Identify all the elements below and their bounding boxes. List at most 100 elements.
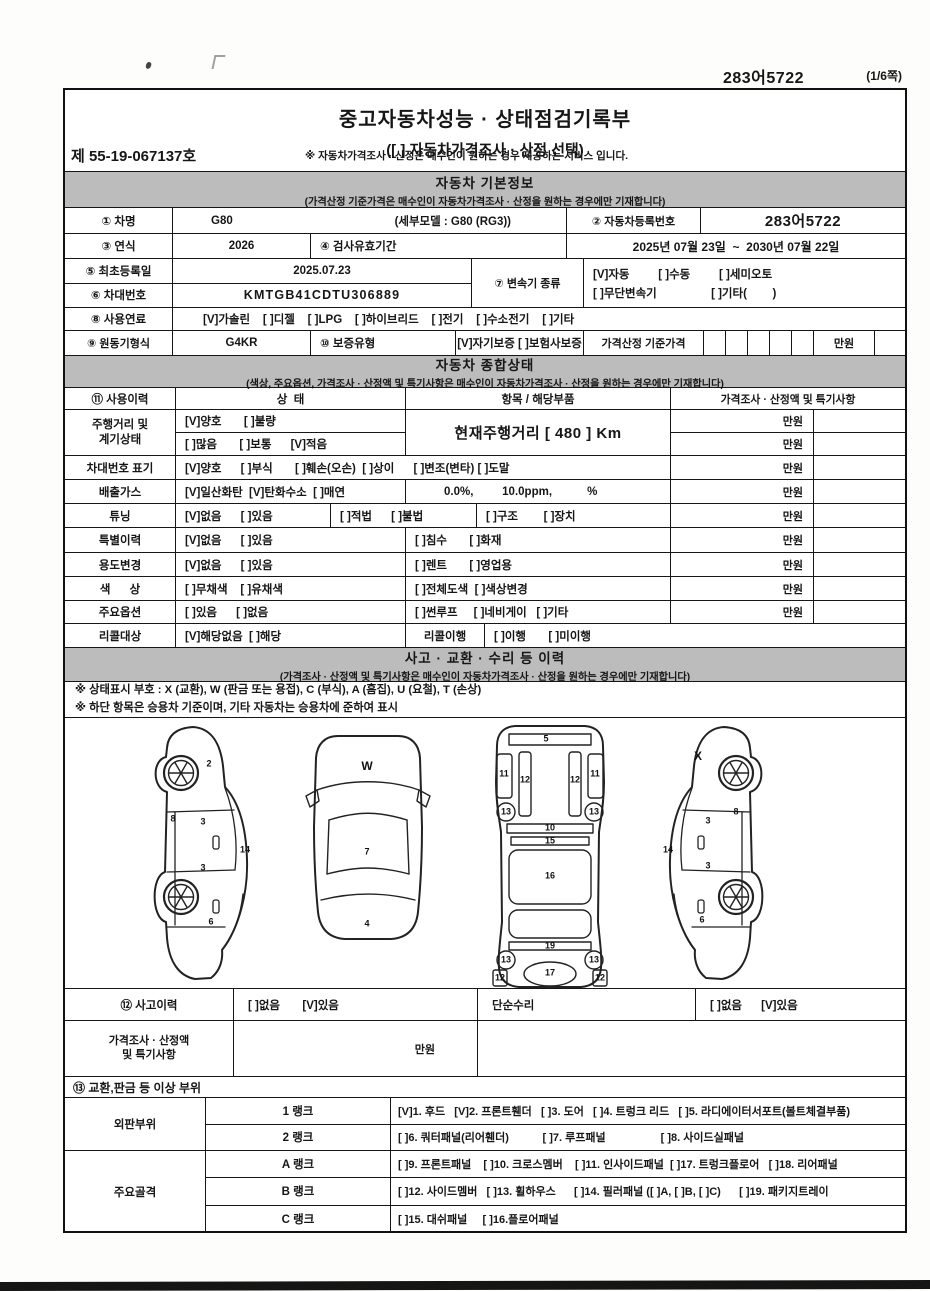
main-options-label: 주요옵션 — [65, 601, 176, 623]
price-unit: 만원 — [671, 504, 814, 527]
mileage-state-2: [ ]많음 [ ]보통 [V]적음 — [185, 439, 328, 451]
reg-no-value: 283어5722 — [764, 213, 842, 230]
service-note: ※ 자동차가격조사 · 산정은 매수인이 원하는 경우 제공하는 서비스 입니다… — [305, 150, 629, 162]
row-emission: 배출가스 [V]일산화탄 [V]탄화수소 [ ]매연 0.0%, 10.0ppm… — [65, 480, 905, 504]
row-exchange-header: ⑬ 교환,판금 등 이상 부위 — [65, 1077, 905, 1098]
comp-header-row: ⑪ 사용이력 상 태 항목 / 해당부품 가격조사 · 산정액 및 특기사항 — [65, 388, 905, 410]
rank-2-row: 2 랭크 [ ]6. 쿼터패널(리어휀더) [ ]7. 루프패널 [ ]8. 사… — [206, 1124, 905, 1150]
price-unit: 만원 — [671, 553, 814, 576]
row-mileage: 주행거리 및 계기상태 [V]양호 [ ]불량 [ ]많음 [ ]보통 [V]적… — [65, 410, 905, 456]
fuel-options: [V]가솔린 [ ]디젤 [ ]LPG [ ]하이브리드 [ ]전기 [ ]수소… — [203, 314, 575, 326]
diagram-mark: 12 — [569, 774, 581, 785]
emission-values: 0.0%, 10.0ppm, % — [406, 480, 671, 503]
section-basic-info-band: 자동차 기본정보 (가격산정 기준가격은 매수인이 자동차가격조사 · 산정을 … — [65, 172, 905, 208]
row-year: ③ 연식 2026 ④ 검사유효기간 2025년 07월 23일 ~ 2030년… — [65, 234, 905, 259]
legend-row: ※ 상태표시 부호 : X (교환), W (판금 또는 용접), C (부식)… — [65, 682, 905, 718]
appraisal-unit: 만원 — [234, 1021, 478, 1076]
rank-1-items: [V]1. 후드 [V]2. 프론트휀더 [ ]3. 도어 [ ]4. 트렁크 … — [398, 1105, 851, 1118]
row-recall: 리콜대상 [V]해당없음 [ ]해당 리콜이행 [ ]이행 [ ]미이행 — [65, 624, 905, 648]
row-usage-change: 용도변경 [V]없음 [ ]있음 [ ]렌트 [ ]영업용 만원 — [65, 553, 905, 577]
price-digit-box — [748, 331, 770, 355]
row-vin-marking: 차대번호 표기 [V]양호 [ ]부식 [ ]훼손(오손) [ ]상이 [ ]변… — [65, 456, 905, 480]
usage-change-label: 용도변경 — [65, 553, 176, 576]
simple-repair-label: 단순수리 — [478, 989, 696, 1020]
inspection-period-value: 2025년 07월 23일 ~ 2030년 07월 22일 — [632, 239, 840, 254]
tuning-options-3: [ ]구조 [ ]장치 — [477, 504, 671, 527]
transmission-options-1: [V]자동 [ ]수동 [ ]세미오토 — [593, 268, 773, 281]
usage-change-options-1: [V]없음 [ ]있음 — [176, 553, 406, 576]
diagram-mark: 5 — [543, 733, 549, 744]
rank-2-items: [ ]6. 쿼터패널(리어휀더) [ ]7. 루프패널 [ ]8. 사이드실패널 — [398, 1132, 744, 1145]
diagram-mark: W — [361, 759, 373, 773]
diagram-mark: 13 — [500, 806, 512, 817]
inspection-period-label: ④ 검사유효기간 — [311, 234, 567, 258]
rank-a-row: A 랭크 [ ]9. 프론트패널 [ ]10. 크로스멤버 [ ]11. 인사이… — [206, 1151, 905, 1179]
form-title: 중고자동차성능 · 상태점검기록부 — [338, 109, 632, 131]
empty-cell — [875, 331, 905, 355]
recall-fulfillment-options: [ ]이행 [ ]미이행 — [494, 630, 591, 643]
first-reg-value: 2025.07.23 — [173, 259, 471, 284]
mileage-label: 주행거리 및 계기상태 — [91, 419, 149, 446]
appraisal-label: 가격조사 · 산정액 및 특기사항 — [108, 1034, 190, 1061]
rank-b-row: B 랭크 [ ]12. 사이드멤버 [ ]13. 휠하우스 [ ]14. 필러패… — [206, 1178, 905, 1206]
col-price: 가격조사 · 산정액 및 특기사항 — [720, 393, 856, 406]
rank-c-label: C 랭크 — [206, 1205, 391, 1232]
section-note: (색상, 주요옵션, 가격조사 · 산정액 및 특기사항은 매수인이 자동차가격… — [246, 378, 724, 390]
form-frame: 중고자동차성능 · 상태점검기록부 ([ ] 자동차가격조사 · 산정 선택) … — [63, 88, 907, 1233]
simple-repair-options: [ ]없음 [V]있음 — [710, 999, 798, 1012]
diagram-mark: 13 — [588, 954, 600, 965]
diagram-mark: X — [693, 749, 703, 763]
price-digit-box — [770, 331, 792, 355]
title-block: 중고자동차성능 · 상태점검기록부 ([ ] 자동차가격조사 · 산정 선택) … — [65, 90, 905, 172]
section-accident-band: 사고 · 교환 · 수리 등 이력 (가격조사 · 산정액 및 특기사항은 매수… — [65, 648, 905, 683]
price-digit-box — [726, 331, 748, 355]
warranty-label: ⑩ 보증유형 — [311, 331, 456, 355]
current-mileage-value: 현재주행거리 [ 480 ] Km — [406, 410, 671, 455]
empty-cell — [814, 410, 905, 433]
row-engine: ⑨ 원동기형식 G4KR ⑩ 보증유형 [V]자기보증 [ ]보험사보증 가격산… — [65, 331, 905, 356]
diagram-mark: 8 — [170, 813, 176, 824]
main-options-1: [ ]있음 [ ]없음 — [176, 601, 406, 623]
car-underbody-diagram: 5 11 11 12 12 13 13 10 15 16 19 13 13 12 12 17 — [485, 722, 615, 988]
section-note: (가격산정 기준가격은 매수인이 자동차가격조사 · 산정을 원하는 경우에만 … — [304, 196, 666, 208]
row-main-options: 주요옵션 [ ]있음 [ ]없음 [ ]썬루프 [ ]네비게이 [ ]기타 만원 — [65, 601, 905, 624]
form-subtitle: ([ ] 자동차가격조사 · 산정 선택) — [386, 142, 584, 159]
empty-cell — [814, 528, 905, 552]
rank-1-row: 1 랭크 [V]1. 후드 [V]2. 프론트휀더 [ ]3. 도어 [ ]4.… — [206, 1098, 905, 1125]
color-options-1: [ ]무채색 [ ]유채색 — [176, 577, 406, 600]
price-digit-box — [792, 331, 814, 355]
col-item: 항목 / 해당부품 — [406, 388, 671, 409]
fuel-label: ⑧ 사용연료 — [65, 308, 173, 330]
main-options-2: [ ]썬루프 [ ]네비게이 [ ]기타 — [406, 601, 671, 623]
section-title: 사고 · 교환 · 수리 등 이력 — [404, 650, 566, 666]
group-main-frame: 주요골격 A 랭크 [ ]9. 프론트패널 [ ]10. 크로스멤버 [ ]11… — [65, 1151, 905, 1232]
outer-panel-group-label: 외판부위 — [65, 1098, 206, 1150]
document-number: 제 55-19-067137호 — [71, 148, 197, 165]
color-label: 색 상 — [65, 577, 176, 600]
diagram-mark: 8 — [733, 806, 739, 817]
diagram-mark: 4 — [364, 918, 370, 929]
diagram-mark: 6 — [699, 914, 705, 925]
diagram-mark: 19 — [544, 940, 556, 951]
recall-label: 리콜대상 — [65, 624, 176, 647]
rank-c-row: C 랭크 [ ]15. 대쉬패널 [ ]16.플로어패널 — [206, 1205, 905, 1232]
year-value: 2026 — [173, 234, 311, 258]
empty-cell — [814, 433, 905, 455]
diagram-mark: 3 — [200, 816, 206, 827]
diagram-mark: 15 — [544, 835, 556, 846]
diagram-mark: 16 — [544, 870, 556, 881]
diagram-mark: 12 — [594, 972, 606, 983]
diagram-mark: 17 — [544, 967, 556, 978]
diagram-mark: 13 — [588, 806, 600, 817]
rank-2-label: 2 랭크 — [206, 1124, 391, 1150]
transmission-label: ⑦ 변속기 종류 — [472, 259, 584, 307]
price-unit: 만원 — [782, 439, 803, 451]
price-unit: 만원 — [671, 577, 814, 600]
scan-artifact — [211, 55, 226, 69]
row-special-history: 특별이력 [V]없음 [ ]있음 [ ]침수 [ ]화재 만원 — [65, 528, 905, 553]
engine-type-label: ⑨ 원동기형식 — [65, 331, 173, 355]
row-accident-history: ⑫ 사고이력 [ ]없음 [V]있음 단순수리 [ ]없음 [V]있음 — [65, 989, 905, 1021]
rank-b-items: [ ]12. 사이드멤버 [ ]13. 휠하우스 [ ]14. 필러패널 ([ … — [398, 1186, 829, 1199]
row-tuning: 튜닝 [V]없음 [ ]있음 [ ]적법 [ ]불법 [ ]구조 [ ]장치 만… — [65, 504, 905, 528]
